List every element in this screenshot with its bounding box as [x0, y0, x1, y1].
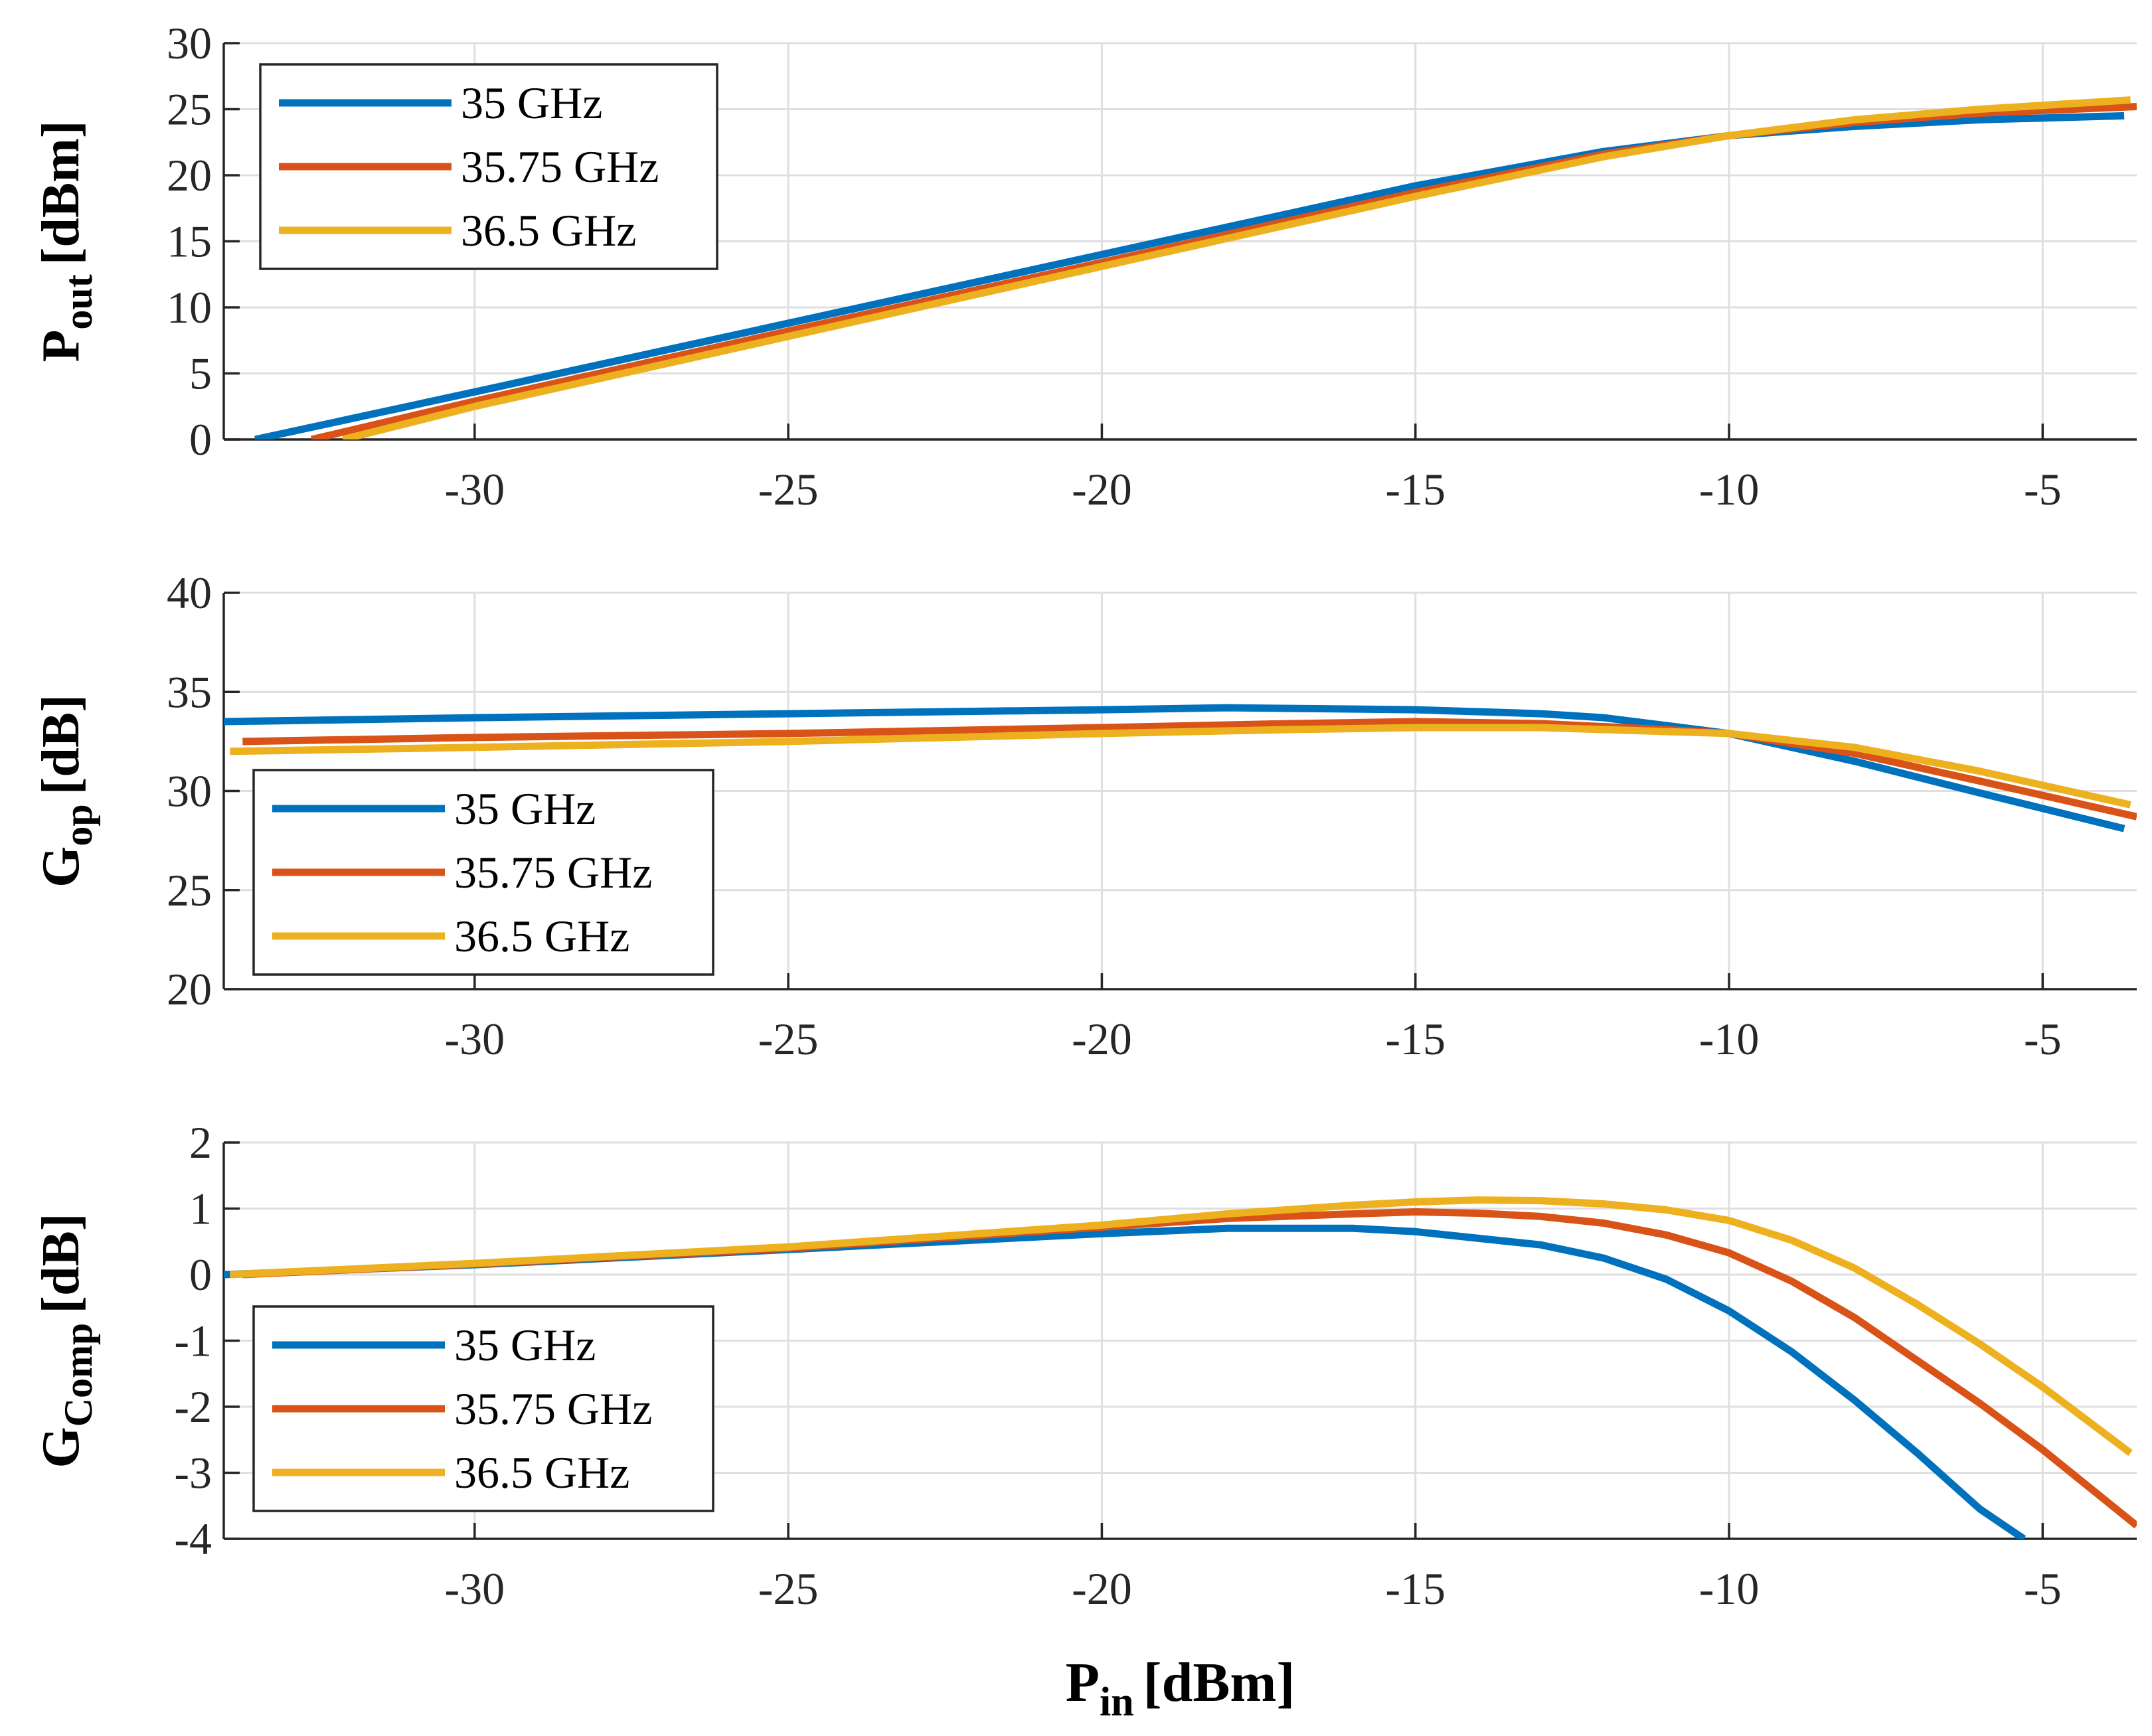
x-tick-label: -30: [445, 464, 505, 514]
legend-label: 36.5 GHz: [461, 205, 636, 256]
series-line-35-ghz: [224, 1224, 2027, 1539]
x-tick-label: -20: [1072, 1563, 1132, 1614]
y-axis-label: Gop [dB]: [32, 694, 100, 888]
y-axis-label: Pout [dBm]: [32, 120, 100, 362]
series-group: [254, 96, 2137, 439]
y-tick-label: -4: [174, 1514, 212, 1564]
series-line-36-5-ghz: [342, 96, 2131, 439]
series-line-36-5-ghz: [230, 724, 2131, 809]
x-tick-label: -30: [445, 1563, 505, 1614]
y-axis-label-sub: Comp: [56, 1323, 100, 1427]
series-group: [224, 704, 2137, 832]
x-tick-label: -15: [1385, 464, 1446, 514]
x-axis-label-unit: [dBm]: [1143, 1652, 1295, 1713]
series-line-35-75-ghz: [242, 718, 2137, 821]
y-axis-label-sub: out: [56, 274, 100, 329]
y-tick-label: 0: [189, 414, 212, 465]
gop-chart: -30 -25 -20 -15 -10 -5 20 25 30 35 40 Gop [dB] 35 GHz…: [32, 568, 2137, 1064]
legend-label: 35.75 GHz: [461, 141, 659, 192]
series-line-35-ghz: [224, 704, 2125, 832]
y-axis-label-sub: op: [56, 804, 100, 846]
x-tick-label: -25: [758, 1014, 819, 1064]
y-tick-label: 30: [167, 766, 212, 817]
y-axis-label-unit: [dBm]: [32, 120, 90, 265]
gcomp-chart: -30 -25 -20 -15 -10 -5-4-3-2-1012GComp[dB]Pin…: [32, 1117, 2137, 1725]
y-axis-label-main: P: [32, 330, 90, 362]
y-tick-label: 5: [189, 349, 212, 399]
x-tick-label: -5: [2024, 1563, 2062, 1614]
y-tick-label: 40: [167, 568, 212, 618]
x-tick-label: -25: [758, 1563, 819, 1614]
legend-label: 35.75 GHz: [454, 1383, 652, 1434]
x-tick-label: -10: [1699, 464, 1760, 514]
legend-label: 35 GHz: [454, 783, 596, 834]
legend-label: 36.5 GHz: [454, 1447, 629, 1498]
x-axis-label: Pin [dBm]: [1066, 1652, 1295, 1725]
x-tick-label: -10: [1699, 1563, 1760, 1614]
y-tick-label: 0: [189, 1249, 212, 1300]
legend: 35 GHz 35.75 GHz 36.5 GHz: [252, 1305, 714, 1512]
y-tick-label: 25: [167, 84, 212, 135]
legend-label: 35.75 GHz: [454, 847, 652, 898]
y-tick-label: 20: [167, 964, 212, 1014]
legend-label: 36.5 GHz: [454, 911, 629, 961]
y-axis-label: GComp [dB]: [32, 1213, 100, 1468]
x-tick-label: -25: [758, 464, 819, 514]
x-tick-label: -15: [1385, 1014, 1446, 1064]
x-tick-label: -20: [1072, 1014, 1132, 1064]
y-tick-label: 15: [167, 216, 212, 267]
y-axis-label-main: G: [32, 1427, 90, 1468]
legend: 35 GHz 35.75 GHz 36.5 GHz: [259, 63, 718, 270]
y-axis-label-main: G: [32, 846, 90, 888]
x-tick-label: -5: [2024, 464, 2062, 514]
series-group: [224, 1196, 2137, 1539]
y-axis-label-unit: [dB]: [32, 694, 90, 795]
pout-chart: -30 -25 -20 -15 -10 -5 0 5 10 15 20 25 30 Pout [dBm] 35…: [32, 18, 2137, 514]
y-tick-label: -2: [174, 1381, 212, 1432]
x-tick-label: -15: [1385, 1563, 1446, 1614]
x-tick-label: -20: [1072, 464, 1132, 514]
x-tick-label: -30: [445, 1014, 505, 1064]
legend: 35 GHz 35.75 GHz 36.5 GHz: [252, 769, 714, 976]
y-tick-label: 25: [167, 865, 212, 915]
x-tick-label: -10: [1699, 1014, 1760, 1064]
legend-label: 35 GHz: [461, 78, 602, 128]
series-line-36-5-ghz: [230, 1196, 2133, 1457]
x-axis-label-main: P: [1066, 1652, 1100, 1713]
x-axis-label-sub: in: [1100, 1680, 1134, 1725]
y-tick-label: 2: [189, 1117, 212, 1168]
y-tick-label: 1: [189, 1184, 212, 1234]
y-tick-label: 35: [167, 667, 212, 717]
y-tick-label: -3: [174, 1448, 212, 1498]
y-tick-label: 30: [167, 18, 212, 68]
y-axis-label-unit: [dB]: [32, 1213, 90, 1313]
series-line-35-ghz: [254, 112, 2125, 439]
y-tick-label: 10: [167, 282, 212, 333]
x-tick-label: -5: [2024, 1014, 2062, 1064]
y-tick-label: -1: [174, 1316, 212, 1366]
legend-label: 35 GHz: [454, 1320, 596, 1370]
y-tick-label: 20: [167, 150, 212, 200]
